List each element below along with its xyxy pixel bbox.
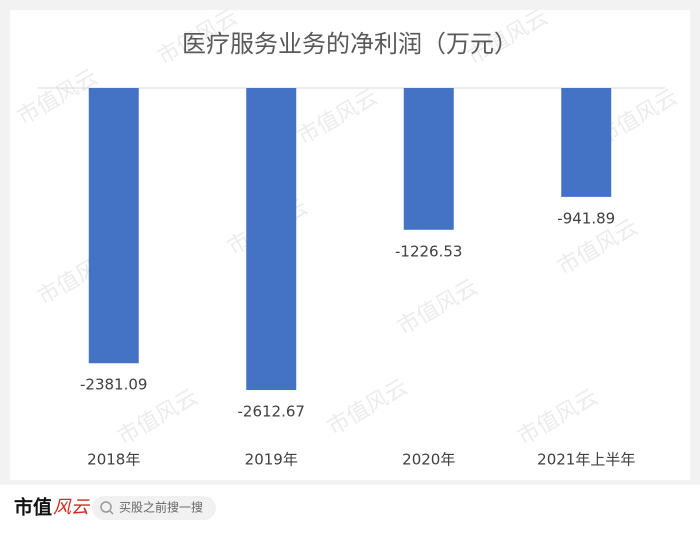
search-icon-handle [109, 510, 114, 515]
search-icon [100, 501, 112, 513]
bar [246, 88, 297, 390]
search-box[interactable] [92, 496, 216, 520]
chart-title: 医疗服务业务的净利润（万元） [182, 30, 518, 58]
x-tick-label: 2018年 [87, 451, 140, 469]
data-label: -2381.09 [80, 376, 147, 394]
bar [561, 88, 612, 197]
search-placeholder: 买股之前搜一搜 [119, 500, 203, 515]
x-tick-label: 2020年 [402, 451, 455, 469]
data-label: -941.89 [557, 209, 615, 227]
x-tick-label: 2019年 [245, 451, 298, 469]
logo-main: 市值 [14, 496, 52, 519]
data-label: -2612.67 [238, 403, 305, 421]
bar [88, 88, 139, 364]
x-tick-label: 2021年上半年 [537, 451, 635, 469]
plot: -2381.09 2018年 -2612.67 2019年 -1226.53 2020年 -… [80, 88, 635, 469]
data-label: -1226.53 [395, 242, 462, 260]
bar [403, 88, 454, 230]
logo-accent: 风云 [53, 497, 91, 518]
